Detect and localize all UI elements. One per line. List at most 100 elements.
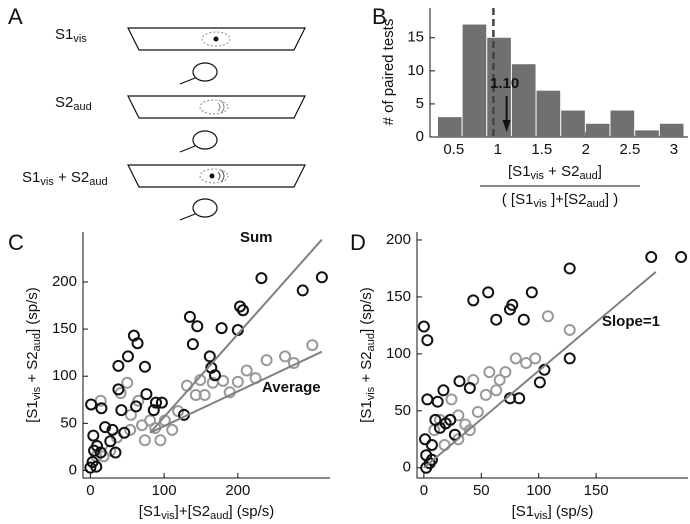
label-part: ]+[S2	[547, 191, 587, 208]
data-point	[513, 392, 526, 405]
data-point	[91, 439, 104, 452]
data-point	[421, 393, 434, 406]
label-part: S2	[55, 94, 73, 111]
data-point	[131, 337, 144, 350]
data-point	[124, 408, 137, 421]
data-point	[121, 350, 134, 363]
data-point	[155, 396, 168, 409]
label-part: vis	[365, 386, 377, 400]
annotation-label: 1.10	[490, 75, 519, 92]
label-part: vis	[161, 510, 175, 522]
data-point	[255, 272, 268, 285]
data-point	[104, 435, 117, 448]
data-point	[490, 384, 503, 397]
fit-line	[149, 350, 323, 434]
label-part: vis	[73, 33, 87, 45]
label-part: [S1	[139, 503, 162, 520]
y-tick-label: 50	[394, 402, 411, 419]
label-part: S1	[22, 169, 40, 186]
y-tick-label: 200	[52, 273, 77, 290]
data-point	[483, 366, 496, 379]
data-point	[675, 251, 688, 264]
data-point	[315, 271, 328, 284]
x-tick-label: 50	[473, 482, 490, 499]
label-part: + S2	[544, 163, 579, 180]
data-point	[138, 434, 151, 447]
panel-letter: D	[350, 230, 366, 255]
data-point	[147, 404, 160, 417]
x-tick-label: 0	[420, 482, 428, 499]
label-part: ( [S1	[502, 191, 534, 208]
data-point	[479, 388, 492, 401]
data-point	[99, 421, 112, 434]
label-part: ] (sp/s)	[358, 287, 375, 333]
label-part: ] (sp/s)	[228, 503, 274, 520]
data-point	[563, 352, 576, 365]
data-point	[203, 350, 216, 363]
y-tick-label: 150	[52, 320, 77, 337]
x-label-denominator: ( [S1vis ]+[S2aud] )	[502, 191, 618, 210]
label-part: + S2	[54, 169, 89, 186]
condition-label: S1vis	[55, 26, 87, 45]
data-point	[85, 398, 98, 411]
line-label: Slope=1	[602, 313, 660, 330]
data-point	[425, 438, 438, 451]
x-tick-label: 2.5	[619, 141, 640, 158]
data-point	[509, 352, 522, 365]
panel-letter: C	[8, 230, 24, 255]
y-axis-label: # of paired tests	[380, 19, 397, 126]
label-part: vis	[531, 170, 545, 182]
data-point	[437, 384, 450, 397]
data-point	[517, 313, 530, 326]
y-tick-label: 5	[416, 95, 424, 112]
label-part: + S2	[358, 351, 375, 386]
data-point	[130, 400, 143, 413]
data-point	[493, 374, 506, 387]
data-point	[417, 320, 430, 333]
y-axis-label: [S1vis + S2aud] (sp/s)	[358, 287, 377, 423]
y-tick-label: 0	[69, 461, 77, 478]
data-point	[525, 286, 538, 299]
data-point	[463, 382, 476, 395]
histogram-bar	[659, 123, 684, 137]
screen	[127, 164, 306, 188]
x-tick-label: 0.5	[443, 141, 464, 158]
y-tick-label: 100	[52, 367, 77, 384]
data-point	[186, 338, 199, 351]
data-point	[471, 405, 484, 418]
data-point	[445, 393, 458, 406]
label-part: aud	[365, 333, 377, 351]
data-point	[240, 364, 253, 377]
data-point	[448, 428, 461, 441]
histogram-bar	[561, 110, 585, 137]
data-point	[490, 313, 503, 326]
lever	[179, 77, 196, 85]
y-tick-label: 150	[386, 288, 411, 305]
data-point	[138, 360, 151, 373]
data-point	[453, 375, 466, 388]
data-point	[520, 356, 533, 369]
label-part: vis	[534, 510, 548, 522]
arrow-head	[502, 120, 511, 132]
data-point	[529, 352, 542, 365]
data-point	[115, 404, 128, 417]
data-point	[431, 395, 444, 408]
label-part: vis	[40, 176, 54, 188]
condition-label: S1vis + S2aud	[22, 169, 108, 188]
x-tick-label: 1	[494, 141, 502, 158]
subject-head	[192, 130, 218, 150]
x-tick-label: 1.5	[531, 141, 552, 158]
data-point	[279, 350, 292, 363]
histogram-bar	[462, 24, 487, 138]
data-point	[645, 251, 658, 264]
screen	[127, 95, 306, 119]
panel-letter: A	[8, 4, 23, 29]
data-point	[90, 460, 103, 473]
data-point	[217, 374, 230, 387]
y-tick-label: 100	[386, 345, 411, 362]
axes	[416, 232, 688, 479]
data-point	[425, 453, 438, 466]
y-tick-label: 15	[407, 29, 424, 46]
data-point	[154, 434, 167, 447]
